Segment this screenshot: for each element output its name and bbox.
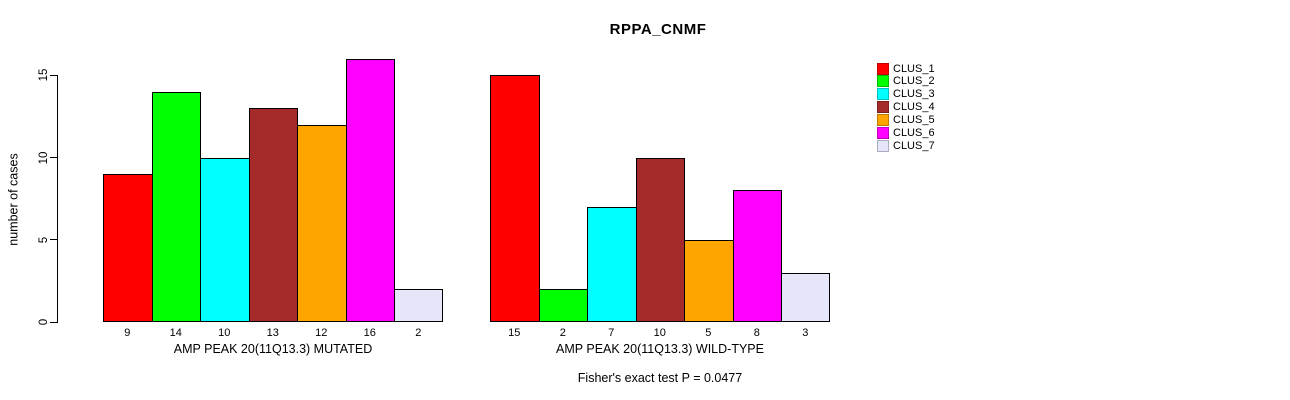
bar-CLUS_2 (538, 289, 588, 322)
y-tick-label: 5 (38, 236, 50, 243)
y-tick-label: 15 (38, 68, 50, 82)
legend-color-swatch (877, 88, 889, 101)
legend-item-label: CLUS_5 (893, 114, 935, 127)
bar-CLUS_4 (248, 108, 298, 322)
bar-value-label: 2 (415, 327, 422, 339)
legend-item-CLUS_4: CLUS_4 (877, 101, 935, 114)
bar-value-label: 12 (315, 327, 328, 339)
legend-item-label: CLUS_3 (893, 88, 935, 101)
legend-item-CLUS_1: CLUS_1 (877, 62, 935, 75)
bar-value-label: 16 (363, 327, 376, 339)
legend-color-swatch (877, 101, 889, 114)
y-tick-mark (50, 157, 57, 158)
bar-CLUS_7 (781, 272, 830, 322)
bar-value-label: 8 (753, 327, 760, 339)
legend-item-CLUS_6: CLUS_6 (877, 127, 935, 140)
legend-color-swatch (877, 139, 889, 152)
bar-CLUS_6 (732, 190, 782, 322)
y-tick-mark (50, 74, 57, 76)
bar-CLUS_3 (200, 157, 250, 322)
legend-color-swatch (877, 75, 889, 88)
bar-value-label: 13 (266, 327, 279, 339)
bar-value-label: 5 (705, 327, 712, 339)
legend-color-swatch (877, 62, 889, 75)
legend-item-label: CLUS_1 (893, 62, 935, 75)
bar-value-label: 7 (608, 327, 615, 339)
bar-CLUS_6 (345, 58, 395, 322)
bar-value-label: 3 (802, 327, 809, 339)
bar-value-label: 2 (559, 327, 566, 339)
bar-value-label: 14 (169, 327, 182, 339)
legend-item-label: CLUS_7 (893, 139, 935, 152)
legend-item-CLUS_2: CLUS_2 (877, 75, 935, 88)
bar-value-label: 9 (124, 327, 131, 339)
bar-value-label: 10 (653, 327, 666, 339)
fisher-test-footnote: Fisher's exact test P = 0.0477 (577, 371, 743, 385)
legend-item-label: CLUS_2 (893, 75, 935, 88)
legend-color-swatch (877, 127, 889, 139)
y-axis-label: number of cases (6, 153, 21, 246)
legend-item-CLUS_3: CLUS_3 (877, 88, 935, 101)
legend-item-CLUS_7: CLUS_7 (877, 139, 935, 152)
bar-CLUS_7 (394, 289, 443, 322)
x-axis-title-wildtype: AMP PEAK 20(11Q13.3) WILD-TYPE (556, 342, 764, 356)
y-axis-line (57, 75, 58, 323)
chart-title: RPPA_CNMF (609, 21, 707, 38)
bar-CLUS_3 (587, 206, 637, 322)
bar-CLUS_5 (684, 239, 734, 322)
y-tick-label: 0 (38, 318, 50, 326)
legend-item-CLUS_5: CLUS_5 (877, 114, 935, 127)
bar-CLUS_4 (635, 157, 685, 322)
y-tick-mark (50, 239, 57, 241)
bar-value-label: 10 (218, 327, 231, 339)
legend-item-label: CLUS_6 (893, 127, 935, 139)
bar-CLUS_1 (103, 173, 153, 322)
x-axis-title-mutated: AMP PEAK 20(11Q13.3) MUTATED (173, 342, 373, 356)
legend-color-swatch (877, 114, 889, 127)
y-tick-label: 10 (38, 151, 50, 164)
bar-CLUS_2 (151, 91, 201, 322)
bar-value-label: 15 (508, 327, 521, 339)
bar-CLUS_1 (490, 75, 540, 322)
bar-CLUS_5 (297, 124, 347, 322)
y-tick-mark (50, 321, 57, 323)
legend-item-label: CLUS_4 (893, 101, 935, 114)
